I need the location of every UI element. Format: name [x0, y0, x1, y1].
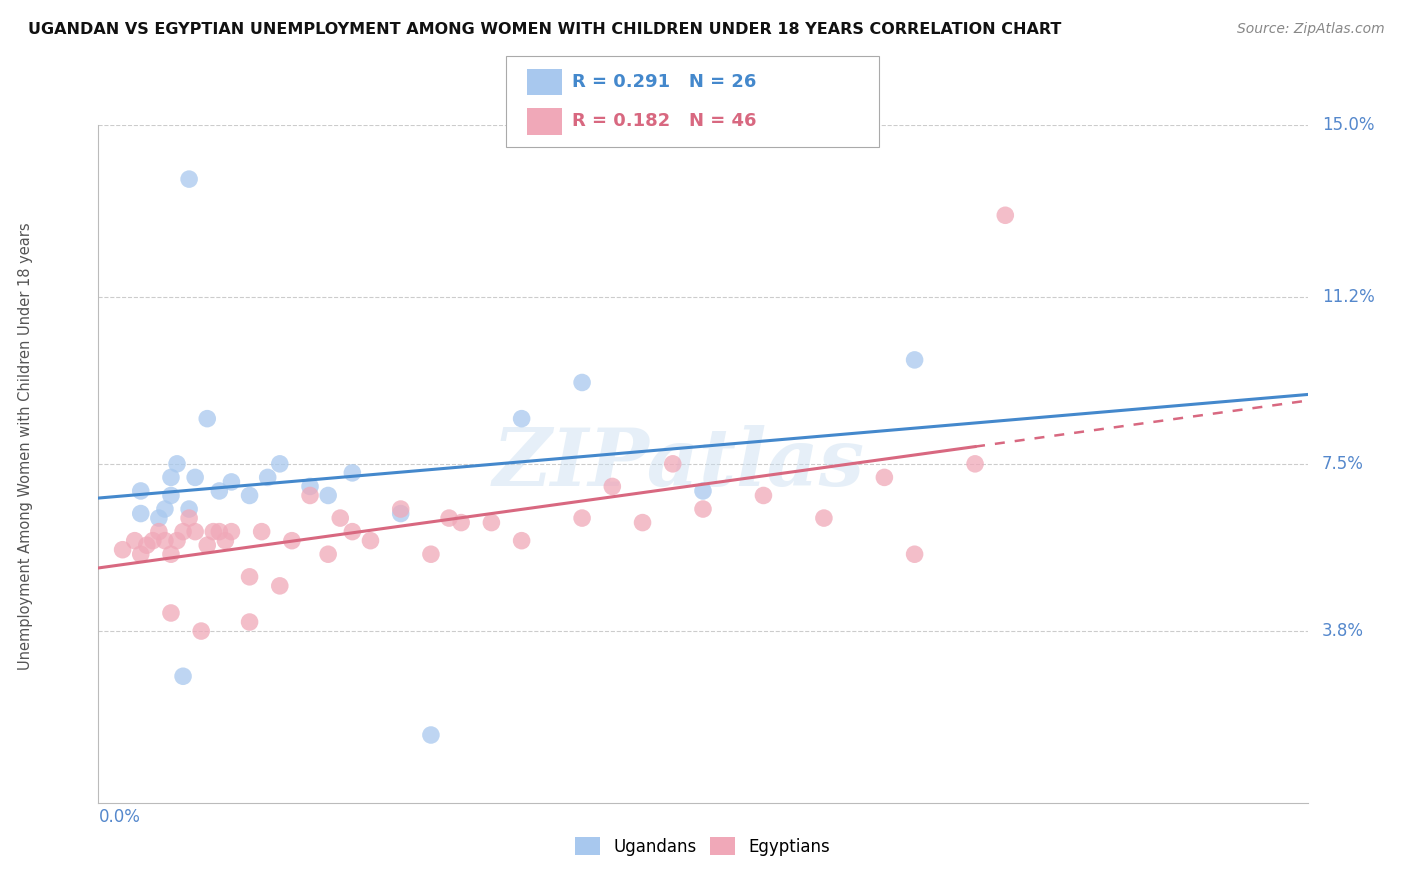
Point — [190, 624, 212, 638]
Point — [450, 516, 472, 530]
Point — [195, 538, 218, 552]
Point — [148, 511, 170, 525]
Text: 0.0%: 0.0% — [98, 808, 141, 826]
Point — [166, 533, 188, 548]
Point — [239, 615, 262, 629]
Point — [299, 488, 322, 502]
Point — [692, 483, 714, 498]
Point — [342, 524, 364, 539]
Point — [510, 533, 533, 548]
Point — [904, 352, 927, 367]
Point — [177, 172, 201, 186]
Text: 11.2%: 11.2% — [1322, 287, 1375, 306]
Point — [329, 511, 352, 525]
Point — [481, 516, 503, 530]
Point — [994, 208, 1017, 222]
Point — [221, 524, 243, 539]
Point — [873, 470, 896, 484]
Point — [184, 524, 207, 539]
Legend: Ugandans, Egyptians: Ugandans, Egyptians — [569, 830, 837, 863]
Point — [239, 570, 262, 584]
Point — [389, 502, 412, 516]
Point — [571, 511, 593, 525]
Point — [135, 538, 157, 552]
Point — [160, 470, 183, 484]
Point — [195, 411, 218, 425]
Point — [142, 533, 165, 548]
Point — [269, 579, 291, 593]
Point — [316, 488, 339, 502]
Text: R = 0.182   N = 46: R = 0.182 N = 46 — [572, 112, 756, 130]
Point — [124, 533, 146, 548]
Point — [221, 475, 243, 489]
Point — [316, 547, 339, 561]
Point — [129, 547, 152, 561]
Point — [813, 511, 835, 525]
Point — [510, 411, 533, 425]
Point — [965, 457, 987, 471]
Text: Unemployment Among Women with Children Under 18 years: Unemployment Among Women with Children U… — [18, 222, 32, 670]
Point — [111, 542, 134, 557]
Point — [160, 606, 183, 620]
Point — [281, 533, 304, 548]
Point — [172, 524, 194, 539]
Point — [571, 376, 593, 390]
Point — [250, 524, 273, 539]
Point — [129, 507, 152, 521]
Point — [148, 524, 170, 539]
Point — [692, 502, 714, 516]
Text: 3.8%: 3.8% — [1322, 622, 1364, 640]
Point — [437, 511, 460, 525]
Point — [904, 547, 927, 561]
Text: 15.0%: 15.0% — [1322, 116, 1375, 134]
Point — [214, 533, 236, 548]
Point — [153, 533, 176, 548]
Point — [166, 457, 188, 471]
Point — [269, 457, 291, 471]
Point — [631, 516, 654, 530]
Point — [752, 488, 775, 502]
Point — [419, 547, 441, 561]
Point — [202, 524, 225, 539]
Point — [177, 511, 201, 525]
Text: R = 0.291   N = 26: R = 0.291 N = 26 — [572, 73, 756, 91]
Text: Source: ZipAtlas.com: Source: ZipAtlas.com — [1237, 22, 1385, 37]
Text: 7.5%: 7.5% — [1322, 455, 1364, 473]
Point — [153, 502, 176, 516]
Point — [389, 507, 412, 521]
Point — [160, 488, 183, 502]
Point — [419, 728, 441, 742]
Point — [239, 488, 262, 502]
Point — [129, 483, 152, 498]
Point — [160, 547, 183, 561]
Point — [360, 533, 382, 548]
Point — [172, 669, 194, 683]
Point — [256, 470, 278, 484]
Point — [342, 466, 364, 480]
Text: UGANDAN VS EGYPTIAN UNEMPLOYMENT AMONG WOMEN WITH CHILDREN UNDER 18 YEARS CORREL: UGANDAN VS EGYPTIAN UNEMPLOYMENT AMONG W… — [28, 22, 1062, 37]
Text: ZIPatlas: ZIPatlas — [492, 425, 865, 502]
Point — [177, 502, 201, 516]
Point — [208, 524, 231, 539]
Point — [299, 479, 322, 493]
Point — [208, 483, 231, 498]
Point — [184, 470, 207, 484]
Point — [661, 457, 683, 471]
Point — [602, 479, 624, 493]
